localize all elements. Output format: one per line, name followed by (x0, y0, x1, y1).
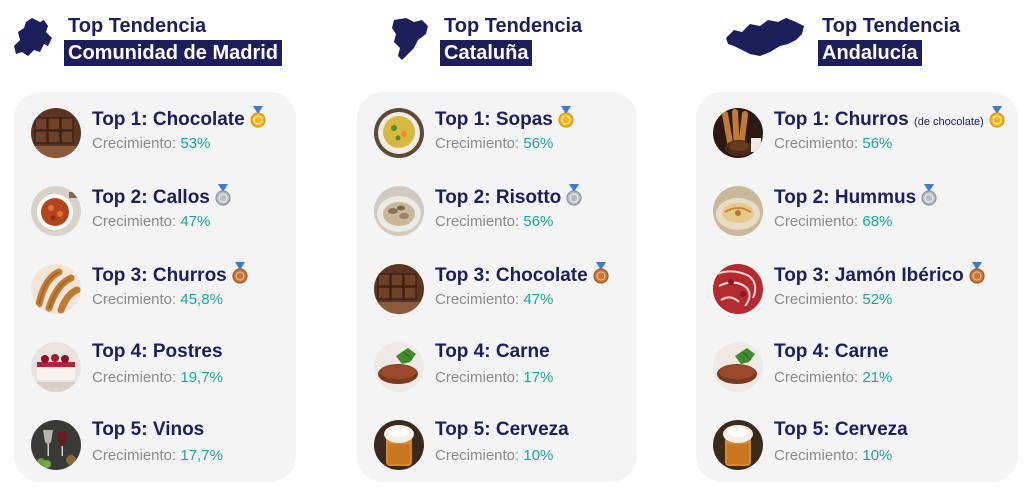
item-title: Top 2: Risotto (435, 184, 583, 213)
list-item: Top 5: Vinos Crecimiento: 17,7% (14, 414, 296, 474)
bronze-medal-icon (968, 262, 986, 291)
list-item: Top 5: Cerveza Crecimiento: 10% (696, 414, 1018, 474)
growth-text: Crecimiento: 21% (774, 369, 893, 386)
andalucia-map-icon (724, 16, 808, 65)
region-name: Comunidad de Madrid (64, 40, 282, 66)
risotto-icon (374, 186, 424, 236)
bronze-medal-icon (592, 262, 610, 291)
region-header: Top Tendencia Comunidad de Madrid (10, 14, 310, 70)
madrid-map-icon (10, 16, 56, 65)
growth-text: Crecimiento: 56% (774, 135, 893, 152)
growth-text: Crecimiento: 45,8% (92, 291, 223, 308)
item-title: Top 2: Hummus (774, 184, 938, 213)
cerveza-icon (374, 420, 424, 470)
sopas-icon (374, 108, 424, 158)
silver-medal-icon (565, 184, 583, 213)
item-title: Top 3: Churros (92, 262, 249, 291)
growth-text: Crecimiento: 47% (92, 213, 211, 230)
growth-text: Crecimiento: 68% (774, 213, 893, 230)
vinos-icon (31, 420, 81, 470)
silver-medal-icon (920, 184, 938, 213)
ranking-card: Top 1: Churros (de chocolate) Crecimient… (696, 92, 1018, 482)
gold-medal-icon (557, 106, 575, 135)
postres-icon (31, 342, 81, 392)
list-item: Top 2: Hummus Crecimiento: 68% (696, 180, 1018, 240)
region-name: Andalucía (818, 40, 922, 66)
carne-icon (713, 342, 763, 392)
growth-text: Crecimiento: 10% (774, 447, 893, 464)
chocolate-icon (374, 264, 424, 314)
cataluna-map-icon (388, 16, 432, 67)
item-title: Top 4: Postres (92, 341, 223, 362)
growth-text: Crecimiento: 53% (92, 135, 211, 152)
list-item: Top 5: Cerveza Crecimiento: 10% (357, 414, 637, 474)
list-item: Top 2: Callos Crecimiento: 47% (14, 180, 296, 240)
silver-medal-icon (214, 184, 232, 213)
jamon-icon (713, 264, 763, 314)
item-title: Top 1: Sopas (435, 106, 575, 135)
carne-icon (374, 342, 424, 392)
bronze-medal-icon (231, 262, 249, 291)
item-title: Top 5: Cerveza (774, 419, 908, 440)
growth-text: Crecimiento: 56% (435, 135, 554, 152)
item-title: Top 5: Cerveza (435, 419, 569, 440)
churros-icon (31, 264, 81, 314)
item-title: Top 1: Chocolate (92, 106, 267, 135)
growth-text: Crecimiento: 19,7% (92, 369, 223, 386)
item-title: Top 3: Jamón Ibérico (774, 262, 986, 291)
list-item: Top 1: Churros (de chocolate) Crecimient… (696, 102, 1018, 162)
region-title: Top Tendencia (444, 15, 583, 37)
list-item: Top 3: Jamón Ibérico Crecimiento: 52% (696, 258, 1018, 318)
gold-medal-icon (249, 106, 267, 135)
list-item: Top 4: Carne Crecimiento: 17% (357, 336, 637, 396)
item-title: Top 2: Callos (92, 184, 232, 213)
region-title: Top Tendencia (68, 15, 207, 37)
chocolate-icon (31, 108, 81, 158)
item-note: (de chocolate) (914, 116, 984, 128)
item-title: Top 1: Churros (de chocolate) (774, 106, 1006, 135)
item-title: Top 5: Vinos (92, 419, 205, 440)
list-item: Top 2: Risotto Crecimiento: 56% (357, 180, 637, 240)
list-item: Top 3: Chocolate Crecimiento: 47% (357, 258, 637, 318)
list-item: Top 1: Chocolate Crecimiento: 53% (14, 102, 296, 162)
region-header: Top Tendencia Cataluña (388, 14, 648, 70)
growth-text: Crecimiento: 56% (435, 213, 554, 230)
region-title: Top Tendencia (822, 15, 961, 37)
list-item: Top 4: Postres Crecimiento: 19,7% (14, 336, 296, 396)
ranking-card: Top 1: Sopas Crecimiento: 56% Top 2: Ris… (357, 92, 637, 482)
item-title: Top 4: Carne (774, 341, 889, 362)
list-item: Top 1: Sopas Crecimiento: 56% (357, 102, 637, 162)
list-item: Top 3: Churros Crecimiento: 45,8% (14, 258, 296, 318)
ranking-card: Top 1: Chocolate Crecimiento: 53% Top 2:… (14, 92, 296, 482)
growth-text: Crecimiento: 52% (774, 291, 893, 308)
hummus-icon (713, 186, 763, 236)
growth-text: Crecimiento: 17% (435, 369, 554, 386)
item-title: Top 4: Carne (435, 341, 550, 362)
list-item: Top 4: Carne Crecimiento: 21% (696, 336, 1018, 396)
cerveza-icon (713, 420, 763, 470)
item-title: Top 3: Chocolate (435, 262, 610, 291)
growth-text: Crecimiento: 10% (435, 447, 554, 464)
churros-chocolate-icon (713, 108, 763, 158)
callos-icon (31, 186, 81, 236)
gold-medal-icon (988, 106, 1006, 135)
region-name: Cataluña (440, 40, 533, 66)
growth-text: Crecimiento: 17,7% (92, 447, 223, 464)
region-header: Top Tendencia Andalucía (724, 14, 1014, 70)
growth-text: Crecimiento: 47% (435, 291, 554, 308)
